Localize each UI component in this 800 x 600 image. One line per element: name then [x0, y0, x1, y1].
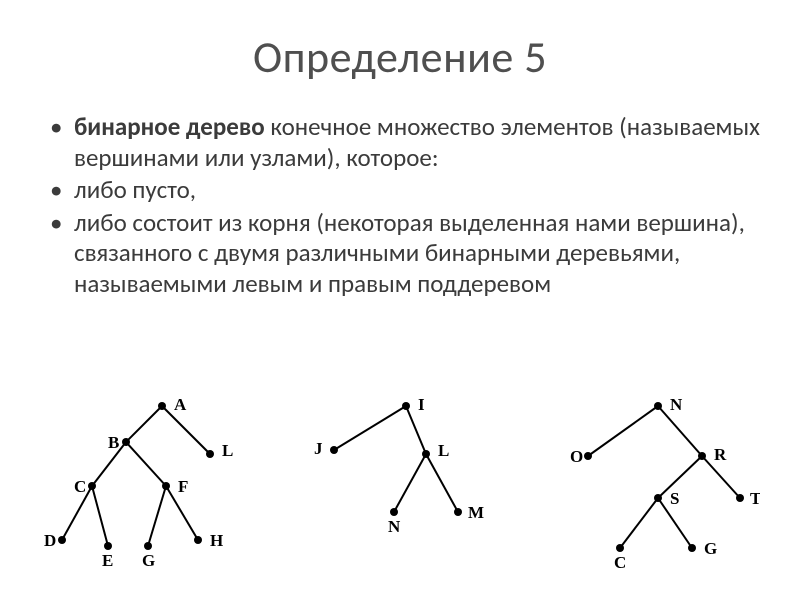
bullet-item: либо пусто, — [50, 175, 760, 206]
tree-edge — [92, 486, 108, 546]
tree-edge — [394, 454, 426, 512]
binary-tree-3: N O R S T C G — [530, 392, 760, 574]
tree-node-label: C — [614, 553, 626, 572]
tree-node — [58, 536, 66, 544]
tree-node-label: J — [314, 439, 323, 458]
tree-edge — [126, 406, 162, 442]
tree-node — [144, 542, 152, 550]
tree-edge — [334, 406, 406, 450]
tree-node — [698, 452, 706, 460]
tree-node — [390, 508, 398, 516]
tree-node-label: H — [210, 531, 223, 550]
tree-node-label: R — [714, 445, 727, 464]
bullet-text: либо состоит из корня (некоторая выделен… — [74, 207, 745, 299]
tree-edge — [588, 406, 658, 456]
tree-node-label: L — [438, 441, 449, 460]
tree-node — [104, 542, 112, 550]
tree-node — [736, 494, 744, 502]
tree-node — [194, 536, 202, 544]
tree-node — [158, 402, 166, 410]
tree-edge — [620, 498, 658, 548]
bullet-bold: бинарное дерево — [74, 111, 265, 142]
tree-edge — [148, 486, 166, 546]
tree-node — [454, 508, 462, 516]
tree-node — [616, 544, 624, 552]
tree-node-label: L — [222, 441, 233, 460]
tree-node — [88, 482, 96, 490]
tree-node-label: M — [468, 503, 484, 522]
tree-node-label: G — [142, 551, 155, 570]
tree-node — [330, 446, 338, 454]
tree-node — [688, 544, 696, 552]
bullet-text: либо пусто, — [74, 174, 196, 205]
tree-node-label: F — [178, 477, 188, 496]
tree-edge — [126, 442, 166, 486]
tree-node-label: O — [570, 447, 583, 466]
tree-node — [584, 452, 592, 460]
tree-node — [654, 494, 662, 502]
tree-node — [206, 450, 214, 458]
slide: Определение 5 бинарное дерево конечное м… — [0, 0, 800, 600]
tree-node-label: N — [670, 395, 683, 414]
tree-node-label: D — [44, 531, 56, 550]
binary-tree-1: A B L C F D E G H — [40, 392, 270, 574]
slide-title: Определение 5 — [40, 30, 760, 84]
bullet-item: бинарное дерево конечное множество элеме… — [50, 112, 760, 173]
tree-node-label: B — [108, 433, 119, 452]
tree-node — [122, 438, 130, 446]
bullet-list: бинарное дерево конечное множество элеме… — [40, 112, 760, 299]
tree-edge — [426, 454, 458, 512]
tree-node-label: S — [670, 489, 679, 508]
tree-node-label: T — [750, 489, 760, 508]
tree-node — [422, 450, 430, 458]
tree-node-label: A — [174, 395, 187, 414]
tree-node-label: G — [704, 539, 717, 558]
tree-node-label: N — [388, 517, 401, 536]
tree-node — [654, 402, 662, 410]
tree-node — [402, 402, 410, 410]
trees-row: A B L C F D E G H I J L N M N O R S T C G — [40, 392, 760, 574]
tree-edge — [658, 456, 702, 498]
tree-node-label: C — [74, 477, 86, 496]
tree-node — [162, 482, 170, 490]
tree-node-label: I — [418, 395, 425, 414]
bullet-item: либо состоит из корня (некоторая выделен… — [50, 208, 760, 300]
binary-tree-2: I J L N M — [300, 392, 500, 552]
tree-node-label: E — [102, 551, 113, 570]
